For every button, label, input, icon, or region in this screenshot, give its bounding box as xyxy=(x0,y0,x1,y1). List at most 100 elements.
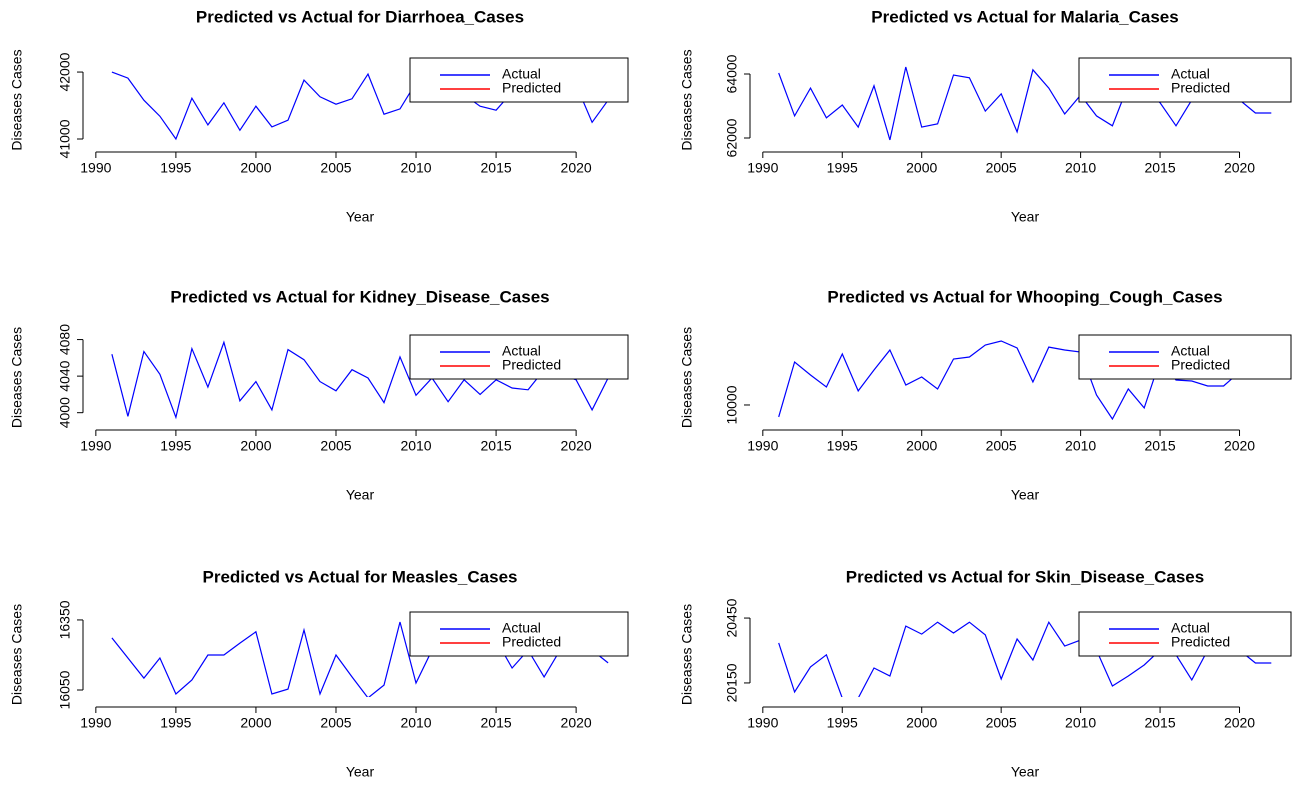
x-tick-label: 1995 xyxy=(827,715,858,731)
x-tick-label: 2020 xyxy=(1224,715,1255,731)
x-tick-label: 2015 xyxy=(1144,715,1175,731)
x-tick-label: 1990 xyxy=(80,160,111,176)
legend-label: Actual xyxy=(502,343,541,359)
x-tick-label: 1995 xyxy=(160,715,191,731)
legend-box xyxy=(1078,57,1292,103)
x-axis-label: Year xyxy=(346,764,375,780)
y-axis-label: Diseases Cases xyxy=(9,327,25,428)
x-axis-label: Year xyxy=(1011,764,1040,780)
y-tick-label: 42000 xyxy=(57,52,73,91)
x-tick-label: 2005 xyxy=(320,438,351,454)
chart-title: Predicted vs Actual for Whooping_Cough_C… xyxy=(827,287,1222,306)
panel: Predicted vs Actual for Whooping_Cough_C… xyxy=(679,287,1292,503)
x-tick-label: 2005 xyxy=(320,160,351,176)
x-tick-label: 2010 xyxy=(400,715,431,731)
x-tick-label: 1995 xyxy=(160,438,191,454)
legend-box xyxy=(409,334,629,380)
x-tick-label: 2000 xyxy=(906,160,937,176)
legend-label: Predicted xyxy=(502,80,561,96)
y-axis-label: Diseases Cases xyxy=(679,604,695,705)
legend-label: Predicted xyxy=(1171,357,1230,373)
x-tick-label: 2005 xyxy=(986,438,1017,454)
x-tick-label: 2005 xyxy=(986,715,1017,731)
x-tick-label: 2020 xyxy=(1224,438,1255,454)
legend-label: Actual xyxy=(1171,343,1210,359)
panel: Predicted vs Actual for Skin_Disease_Cas… xyxy=(679,567,1292,780)
panel: Predicted vs Actual for Measles_Cases 199… xyxy=(9,567,629,780)
x-axis-label: Year xyxy=(1011,487,1040,503)
legend-label: Predicted xyxy=(1171,634,1230,650)
x-tick-label: 1995 xyxy=(827,160,858,176)
x-tick-label: 2015 xyxy=(481,160,512,176)
x-tick-label: 2015 xyxy=(1144,438,1175,454)
y-tick-label: 41000 xyxy=(57,119,73,158)
y-axis-label: Diseases Cases xyxy=(9,49,25,150)
x-axis-label: Year xyxy=(1011,209,1040,225)
x-axis-label: Year xyxy=(346,487,375,503)
data-line xyxy=(778,66,1272,141)
panel: Predicted vs Actual for Kidney_Disease_C… xyxy=(9,287,629,503)
x-tick-label: 2020 xyxy=(561,438,592,454)
x-tick-label: 2020 xyxy=(561,715,592,731)
y-tick-label: 10000 xyxy=(724,385,740,424)
x-tick-label: 2010 xyxy=(1065,715,1096,731)
y-axis-label: Diseases Cases xyxy=(679,49,695,150)
legend-label: Predicted xyxy=(502,357,561,373)
chart-title: Predicted vs Actual for Measles_Cases xyxy=(203,567,518,586)
chart-title: Predicted vs Actual for Kidney_Disease_C… xyxy=(170,287,549,306)
x-tick-label: 1990 xyxy=(747,160,778,176)
chart-title: Predicted vs Actual for Malaria_Cases xyxy=(871,7,1178,26)
data-line xyxy=(111,340,609,420)
x-tick-label: 1990 xyxy=(80,438,111,454)
x-tick-label: 2015 xyxy=(1144,160,1175,176)
x-tick-label: 1990 xyxy=(747,438,778,454)
panel: Predicted vs Actual for Diarrhoea_Cases 1… xyxy=(9,7,629,225)
x-tick-label: 2010 xyxy=(400,160,431,176)
legend-box xyxy=(1078,334,1292,380)
x-tick-label: 2020 xyxy=(561,160,592,176)
y-tick-label: 4000 xyxy=(57,397,73,428)
x-tick-label: 1990 xyxy=(747,715,778,731)
x-tick-label: 2005 xyxy=(320,715,351,731)
x-tick-label: 1990 xyxy=(80,715,111,731)
x-tick-label: 2000 xyxy=(906,438,937,454)
x-tick-label: 1995 xyxy=(160,160,191,176)
x-tick-label: 2020 xyxy=(1224,160,1255,176)
legend-label: Actual xyxy=(1171,66,1210,82)
legend-box xyxy=(409,611,629,657)
x-tick-label: 2000 xyxy=(240,715,271,731)
legend-box xyxy=(409,57,629,103)
y-tick-label: 62000 xyxy=(724,118,740,157)
y-tick-label: 4040 xyxy=(57,360,73,391)
y-tick-label: 4080 xyxy=(57,324,73,355)
legend-label: Predicted xyxy=(1171,80,1230,96)
legend-label: Actual xyxy=(502,620,541,636)
data-line xyxy=(778,620,1272,697)
y-tick-label: 64000 xyxy=(724,54,740,93)
x-tick-label: 2000 xyxy=(240,160,271,176)
legend-box xyxy=(1078,611,1292,657)
x-tick-label: 2015 xyxy=(481,715,512,731)
legend-label: Actual xyxy=(502,66,541,82)
chart-title: Predicted vs Actual for Skin_Disease_Cas… xyxy=(846,567,1204,586)
x-axis-label: Year xyxy=(346,209,375,225)
y-tick-label: 20450 xyxy=(724,598,740,637)
panel: Predicted vs Actual for Malaria_Cases 199… xyxy=(679,7,1292,225)
x-tick-label: 2005 xyxy=(986,160,1017,176)
x-tick-label: 2010 xyxy=(400,438,431,454)
x-tick-label: 2010 xyxy=(1065,160,1096,176)
legend-label: Predicted xyxy=(502,634,561,650)
chart-title: Predicted vs Actual for Diarrhoea_Cases xyxy=(196,7,524,26)
x-tick-label: 2000 xyxy=(906,715,937,731)
y-axis-label: Diseases Cases xyxy=(679,327,695,428)
y-tick-label: 20150 xyxy=(724,663,740,702)
legend-label: Actual xyxy=(1171,620,1210,636)
x-tick-label: 1995 xyxy=(827,438,858,454)
x-tick-label: 2010 xyxy=(1065,438,1096,454)
y-tick-label: 16350 xyxy=(57,600,73,639)
x-tick-label: 2000 xyxy=(240,438,271,454)
data-line xyxy=(778,340,1272,420)
x-tick-label: 2015 xyxy=(481,438,512,454)
y-tick-label: 16050 xyxy=(57,670,73,709)
